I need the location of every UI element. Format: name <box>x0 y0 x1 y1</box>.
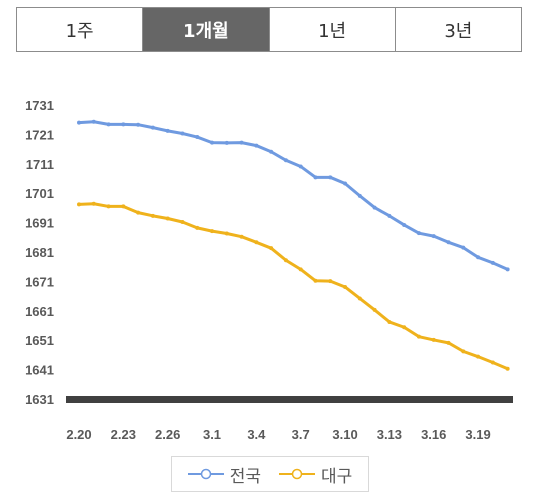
period-tabs: 1주 1개월 1년 3년 <box>16 7 522 52</box>
x-tick-label: 3.7 <box>292 427 310 442</box>
x-tick-label: 3.19 <box>465 427 490 442</box>
legend-swatch-series-0 <box>187 468 224 480</box>
data-point-series-1 <box>106 204 111 209</box>
data-point-series-0 <box>446 240 451 245</box>
data-point-series-0 <box>210 140 215 145</box>
data-point-series-1 <box>180 220 185 225</box>
data-point-series-1 <box>136 210 141 215</box>
data-point-series-1 <box>298 267 303 272</box>
data-point-series-0 <box>136 122 141 127</box>
data-point-series-1 <box>313 278 318 283</box>
data-point-series-0 <box>298 164 303 169</box>
series-line-0 <box>77 120 510 271</box>
data-point-series-1 <box>224 231 229 236</box>
data-point-series-0 <box>476 255 481 260</box>
data-point-series-1 <box>269 246 274 251</box>
data-point-series-1 <box>387 319 392 324</box>
data-point-series-0 <box>357 193 362 198</box>
data-point-series-1 <box>343 284 348 289</box>
data-point-series-1 <box>254 240 259 245</box>
data-point-series-1 <box>283 258 288 263</box>
data-point-series-1 <box>446 340 451 345</box>
x-tick-label: 3.16 <box>421 427 446 442</box>
x-axis-line <box>66 396 513 403</box>
data-point-series-1 <box>416 334 421 339</box>
data-point-series-1 <box>150 213 155 218</box>
data-point-series-0 <box>505 267 510 272</box>
data-point-series-1 <box>77 202 81 207</box>
data-point-series-0 <box>328 175 333 180</box>
data-point-series-1 <box>357 296 362 301</box>
data-point-series-1 <box>328 279 333 284</box>
y-tick-label: 1721 <box>25 127 54 142</box>
x-tick-label: 2.23 <box>111 427 136 442</box>
data-point-series-0 <box>269 149 274 154</box>
data-point-series-0 <box>239 140 244 145</box>
data-point-series-1 <box>431 337 436 342</box>
data-point-series-1 <box>91 201 96 206</box>
legend-swatch-series-1 <box>279 468 315 480</box>
data-point-series-0 <box>490 260 495 265</box>
data-point-series-0 <box>91 119 96 124</box>
y-tick-label: 1641 <box>25 363 54 378</box>
legend-item-series-0: 전국 <box>187 462 261 487</box>
data-point-series-1 <box>476 354 481 359</box>
data-point-series-1 <box>402 325 407 330</box>
y-tick-label: 1701 <box>25 186 54 201</box>
data-point-series-0 <box>254 143 259 148</box>
data-point-series-1 <box>210 229 215 234</box>
data-point-series-1 <box>165 216 170 221</box>
data-point-series-0 <box>387 213 392 218</box>
data-point-series-0 <box>313 175 318 180</box>
data-point-series-1 <box>121 204 126 209</box>
x-tick-label: 3.13 <box>377 427 402 442</box>
data-point-series-0 <box>195 135 200 140</box>
y-tick-label: 1691 <box>25 216 54 231</box>
data-point-series-0 <box>431 234 436 239</box>
series-line-1 <box>77 202 510 371</box>
data-point-series-0 <box>150 125 155 130</box>
tab-1-week[interactable]: 1주 <box>17 8 143 51</box>
data-point-series-0 <box>343 181 348 186</box>
data-point-series-1 <box>195 225 200 230</box>
x-tick-label: 3.1 <box>203 427 221 442</box>
data-point-series-1 <box>505 366 510 371</box>
y-tick-label: 1631 <box>25 392 54 407</box>
data-point-series-1 <box>461 349 466 354</box>
data-point-series-0 <box>121 122 126 127</box>
data-point-series-0 <box>416 231 421 236</box>
y-tick-label: 1711 <box>26 157 54 172</box>
data-point-series-0 <box>372 205 377 210</box>
tab-3-years[interactable]: 3년 <box>394 8 521 51</box>
x-tick-label: 3.10 <box>332 427 357 442</box>
legend-label-series-1: 대구 <box>321 466 353 487</box>
x-tick-label: 2.26 <box>155 427 180 442</box>
data-point-series-0 <box>165 128 170 133</box>
y-tick-label: 1731 <box>25 98 54 113</box>
y-tick-label: 1661 <box>25 304 54 319</box>
data-point-series-0 <box>106 122 111 127</box>
legend-item-series-1: 대구 <box>279 462 352 487</box>
data-point-series-0 <box>180 131 185 136</box>
x-tick-label: 2.20 <box>66 427 91 442</box>
data-point-series-0 <box>461 245 466 250</box>
y-tick-label: 1671 <box>25 274 54 289</box>
data-point-series-0 <box>283 158 288 163</box>
data-point-series-1 <box>372 307 377 312</box>
x-tick-label: 3.4 <box>247 427 266 442</box>
data-point-series-1 <box>490 360 495 365</box>
data-point-series-0 <box>402 222 407 227</box>
tab-1-month[interactable]: 1개월 <box>142 8 269 51</box>
chart-legend: 전국 대구 <box>171 456 369 492</box>
tab-1-year[interactable]: 1년 <box>268 8 395 51</box>
data-point-series-1 <box>239 234 244 239</box>
legend-label-series-0: 전국 <box>229 466 261 487</box>
y-tick-label: 1681 <box>25 245 54 260</box>
data-point-series-0 <box>77 120 81 125</box>
y-tick-label: 1651 <box>25 333 54 348</box>
data-point-series-0 <box>224 140 229 145</box>
